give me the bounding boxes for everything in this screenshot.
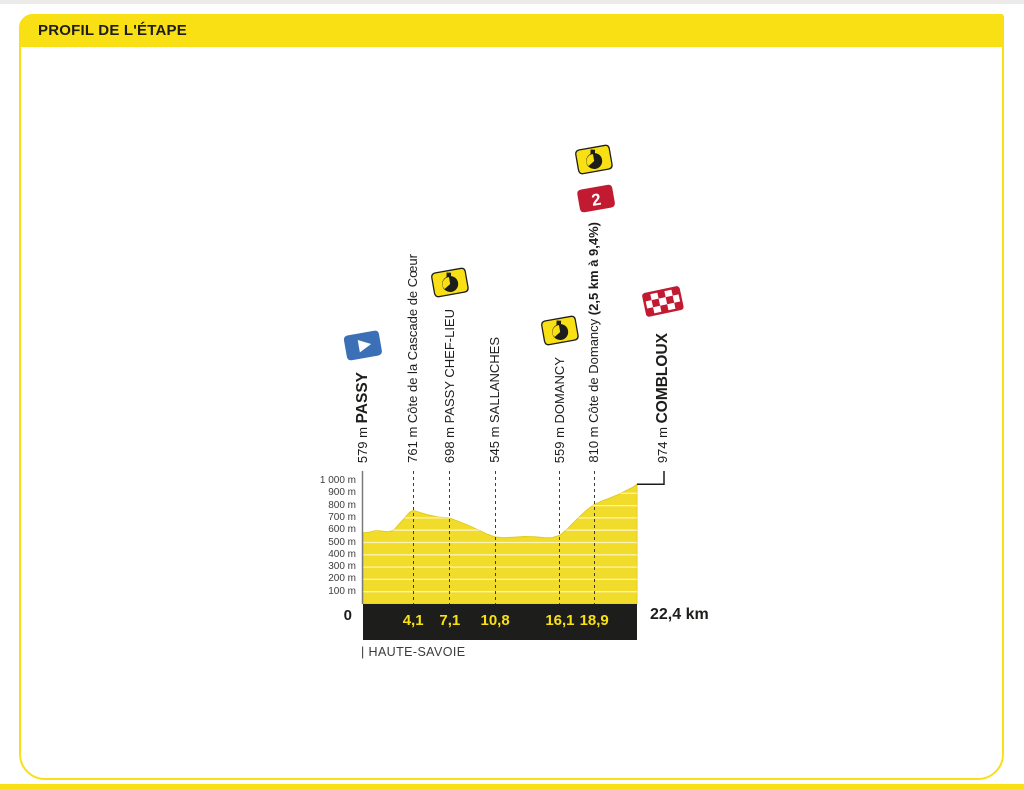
region-label: | HAUTE-SAVOIE: [361, 645, 466, 659]
waypoint-name: PASSY CHEF-LIEU: [442, 308, 458, 424]
waypoint-marker: 974 m COMBLOUX: [633, 282, 693, 463]
y-axis-tick-label: 900 m: [328, 487, 356, 499]
y-axis-tick-label: 600 m: [328, 524, 356, 536]
km-tick-label: 16,1: [545, 612, 575, 629]
waypoint-name: SALLANCHES: [487, 337, 503, 424]
total-distance-label: 22,4 km: [650, 606, 709, 623]
waypoint-elevation: 698 m: [442, 423, 458, 463]
waypoint-gradient-note: (2,5 km à 9,4%): [586, 222, 602, 320]
waypoint-elevation: 579 m: [354, 423, 370, 463]
waypoint-elevation: 761 m: [405, 423, 421, 463]
waypoint-dashed-line: [593, 471, 595, 604]
km-tick-label: 18,9: [579, 612, 609, 629]
bonus-sprint-icon: [538, 310, 582, 352]
waypoint-name: Côte de Domancy: [586, 319, 602, 424]
y-axis-tick-label: 300 m: [328, 561, 356, 573]
waypoint-label: 761 m Côte de la Cascade de Cœur: [405, 254, 421, 463]
waypoint-label: 974 m COMBLOUX: [653, 332, 671, 463]
bottom-accent-bar: [0, 784, 1024, 789]
waypoint-elevation: 810 m: [586, 423, 602, 463]
bonus-sprint-icon: [572, 139, 616, 181]
waypoint-dashed-line: [494, 471, 496, 604]
waypoint-dashed-line: [449, 471, 451, 604]
y-axis-tick-label: 400 m: [328, 548, 356, 560]
km-tick-label: 7,1: [439, 612, 461, 629]
page-title: PROFIL DE L'ÉTAPE: [38, 22, 187, 39]
y-axis-tick-label: 100 m: [328, 585, 356, 597]
category-2-badge: 2: [573, 179, 619, 217]
finish-flag-icon: [639, 282, 687, 322]
waypoint-marker: 698 m PASSY CHEF-LIEU: [420, 262, 480, 463]
waypoint-label: 810 m Côte de Domancy (2,5 km à 9,4%): [586, 222, 602, 463]
svg-text:2: 2: [590, 190, 602, 210]
y-axis-tick-label: 200 m: [328, 573, 356, 585]
waypoint-name: COMBLOUX: [653, 332, 671, 424]
distance-bar: 4,1 7,1 10,8 16,1 18,9: [363, 604, 637, 640]
waypoint-label: 579 m PASSY: [353, 371, 371, 463]
waypoint-label: 698 m PASSY CHEF-LIEU: [442, 308, 458, 463]
waypoint-marker: 2 810 m Côte de Domancy (2,5 km à 9,4%): [564, 139, 624, 463]
card-header: PROFIL DE L'ÉTAPE: [19, 14, 1004, 47]
stage-profile-card: PROFIL DE L'ÉTAPE: [19, 14, 1004, 780]
waypoint-name: PASSY: [353, 371, 371, 424]
km-origin-label: 0: [343, 607, 352, 624]
y-axis-tick-label: 1 000 m: [319, 475, 356, 486]
y-axis-tick-label: 800 m: [328, 499, 356, 511]
waypoint-elevation: 545 m: [487, 423, 503, 463]
bonus-sprint-icon: [428, 262, 472, 304]
km-tick-label: 4,1: [402, 612, 424, 629]
waypoint-marker: 545 m SALLANCHES: [465, 337, 525, 463]
waypoint-marker: 579 m PASSY: [333, 325, 393, 463]
waypoint-marker: 559 m DOMANCY: [530, 310, 590, 463]
km-tick-label: 10,8: [480, 612, 510, 629]
waypoint-dashed-line: [412, 471, 414, 604]
y-axis-tick-label: 500 m: [328, 536, 356, 548]
y-axis-tick-label: 700 m: [328, 511, 356, 523]
waypoint-label: 545 m SALLANCHES: [487, 337, 503, 463]
waypoint-elevation: 974 m: [654, 423, 670, 463]
waypoint-name: Côte de la Cascade de Cœur: [405, 254, 421, 424]
top-divider: [0, 0, 1024, 4]
waypoint-dashed-line: [559, 471, 561, 604]
start-flag-icon: [340, 325, 386, 367]
